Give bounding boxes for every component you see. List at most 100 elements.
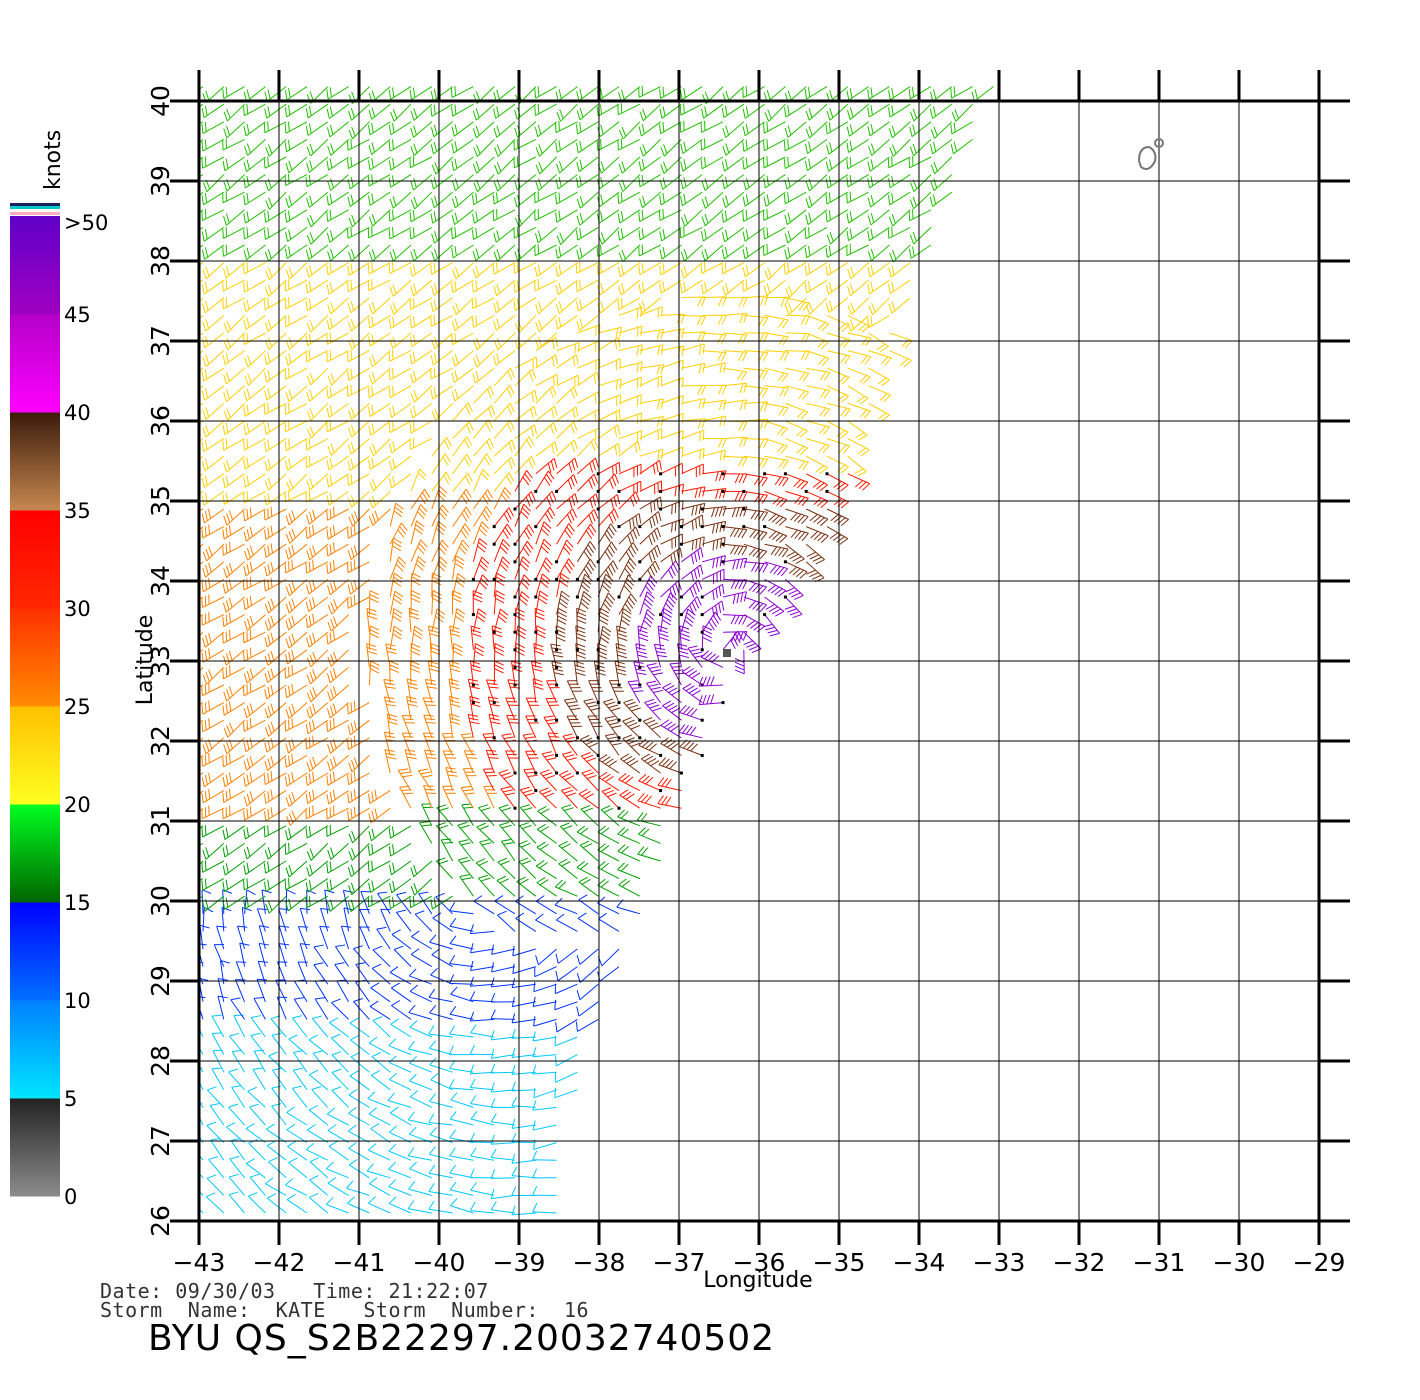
wind-barb bbox=[449, 1147, 474, 1161]
wind-barb bbox=[243, 825, 266, 840]
wind-barb bbox=[469, 976, 495, 987]
wind-barb bbox=[538, 787, 557, 809]
wind-barb bbox=[305, 262, 329, 278]
wind-barb bbox=[826, 227, 849, 245]
wind-barb bbox=[223, 174, 245, 192]
wind-barb bbox=[264, 86, 287, 102]
wind-barb bbox=[285, 191, 308, 209]
wind-barb bbox=[326, 473, 349, 488]
wind-barb bbox=[329, 1017, 349, 1038]
wind-barb bbox=[388, 385, 412, 399]
wind-barb bbox=[681, 314, 706, 326]
wind-barb bbox=[368, 625, 380, 650]
wind-barb bbox=[847, 385, 869, 405]
wind-barb bbox=[680, 86, 703, 101]
wind-barb bbox=[868, 297, 890, 316]
wind-barb bbox=[511, 1081, 536, 1092]
wind-barb bbox=[202, 332, 225, 349]
wind-barb bbox=[511, 978, 536, 989]
wind-barb bbox=[577, 438, 599, 457]
wind-barb bbox=[306, 156, 329, 173]
wind-barb bbox=[742, 86, 765, 99]
wind-barb bbox=[263, 806, 287, 822]
wind-barb bbox=[868, 402, 890, 422]
colorbar-cap-stripe bbox=[10, 212, 60, 215]
wind-barb bbox=[263, 121, 287, 134]
wind-barb bbox=[263, 156, 287, 169]
wind-barb bbox=[409, 1073, 432, 1091]
wind-barb bbox=[469, 924, 495, 935]
wind-barb bbox=[431, 520, 447, 545]
wind-barb bbox=[577, 473, 599, 492]
wind-barb bbox=[388, 825, 412, 839]
wind-barb bbox=[388, 1055, 412, 1073]
wind-barb bbox=[305, 735, 329, 750]
wind-barb bbox=[410, 625, 424, 650]
wind-barb bbox=[639, 544, 661, 563]
wind-barb bbox=[284, 438, 308, 452]
wind-barb bbox=[222, 279, 245, 292]
wind-barb bbox=[327, 684, 349, 702]
wind-barb bbox=[202, 543, 225, 562]
wind-barb bbox=[449, 918, 474, 932]
wind-barb bbox=[326, 490, 349, 506]
wind-barb bbox=[514, 503, 531, 527]
wind-barb bbox=[459, 874, 474, 897]
wind-barb bbox=[660, 139, 682, 157]
wind-barb bbox=[410, 244, 433, 262]
wind-barb bbox=[576, 983, 599, 1001]
rain-flag-marker bbox=[638, 577, 642, 581]
wind-barb bbox=[305, 455, 329, 469]
wind-barb bbox=[597, 508, 619, 527]
wind-barb bbox=[514, 405, 537, 422]
wind-barb bbox=[236, 925, 248, 950]
wind-barb bbox=[306, 191, 329, 208]
wind-barb bbox=[347, 1196, 370, 1214]
rain-flag-marker bbox=[700, 753, 704, 757]
wind-barb bbox=[868, 332, 889, 353]
wind-barb bbox=[490, 1082, 516, 1093]
wind-barb bbox=[722, 399, 748, 411]
wind-barb bbox=[638, 85, 661, 98]
wind-barb bbox=[618, 542, 639, 563]
wind-barb bbox=[389, 191, 412, 209]
x-tick-label: −37 bbox=[653, 1248, 706, 1277]
wind-barb bbox=[284, 490, 308, 503]
wind-barb bbox=[660, 483, 684, 497]
wind-barb bbox=[566, 680, 583, 703]
rain-flag-marker bbox=[575, 736, 579, 740]
wind-barb bbox=[326, 279, 349, 295]
wind-barb bbox=[326, 630, 349, 645]
wind-barb bbox=[367, 1091, 391, 1108]
wind-barb bbox=[284, 772, 308, 787]
wind-barb bbox=[335, 944, 350, 967]
wind-barb bbox=[244, 543, 266, 561]
wind-barb bbox=[327, 139, 349, 156]
wind-barb bbox=[659, 226, 682, 242]
wind-barb bbox=[460, 785, 475, 809]
wind-barb bbox=[349, 1017, 370, 1038]
rain-flag-marker bbox=[700, 595, 704, 599]
wind-barb bbox=[669, 662, 686, 686]
wind-barb bbox=[806, 420, 830, 435]
wind-barb bbox=[264, 315, 287, 332]
wind-barb bbox=[285, 543, 308, 560]
wind-barb bbox=[348, 209, 370, 228]
wind-barb bbox=[305, 490, 329, 503]
wind-barb bbox=[206, 1086, 225, 1108]
rain-flag-marker bbox=[575, 648, 579, 652]
wind-barb bbox=[847, 455, 867, 477]
wind-barb bbox=[576, 825, 599, 844]
wind-barb bbox=[449, 935, 474, 950]
wind-barb bbox=[597, 494, 621, 510]
wind-barb bbox=[785, 561, 808, 579]
wind-barb bbox=[264, 350, 287, 365]
wind-barb bbox=[681, 502, 706, 516]
wind-barb bbox=[785, 455, 810, 471]
wind-barb bbox=[368, 139, 391, 155]
wind-barb bbox=[659, 174, 682, 190]
rain-flag-marker bbox=[575, 577, 579, 581]
wind-barb bbox=[681, 564, 704, 582]
wind-barb bbox=[429, 934, 453, 950]
wind-barb bbox=[327, 614, 349, 632]
